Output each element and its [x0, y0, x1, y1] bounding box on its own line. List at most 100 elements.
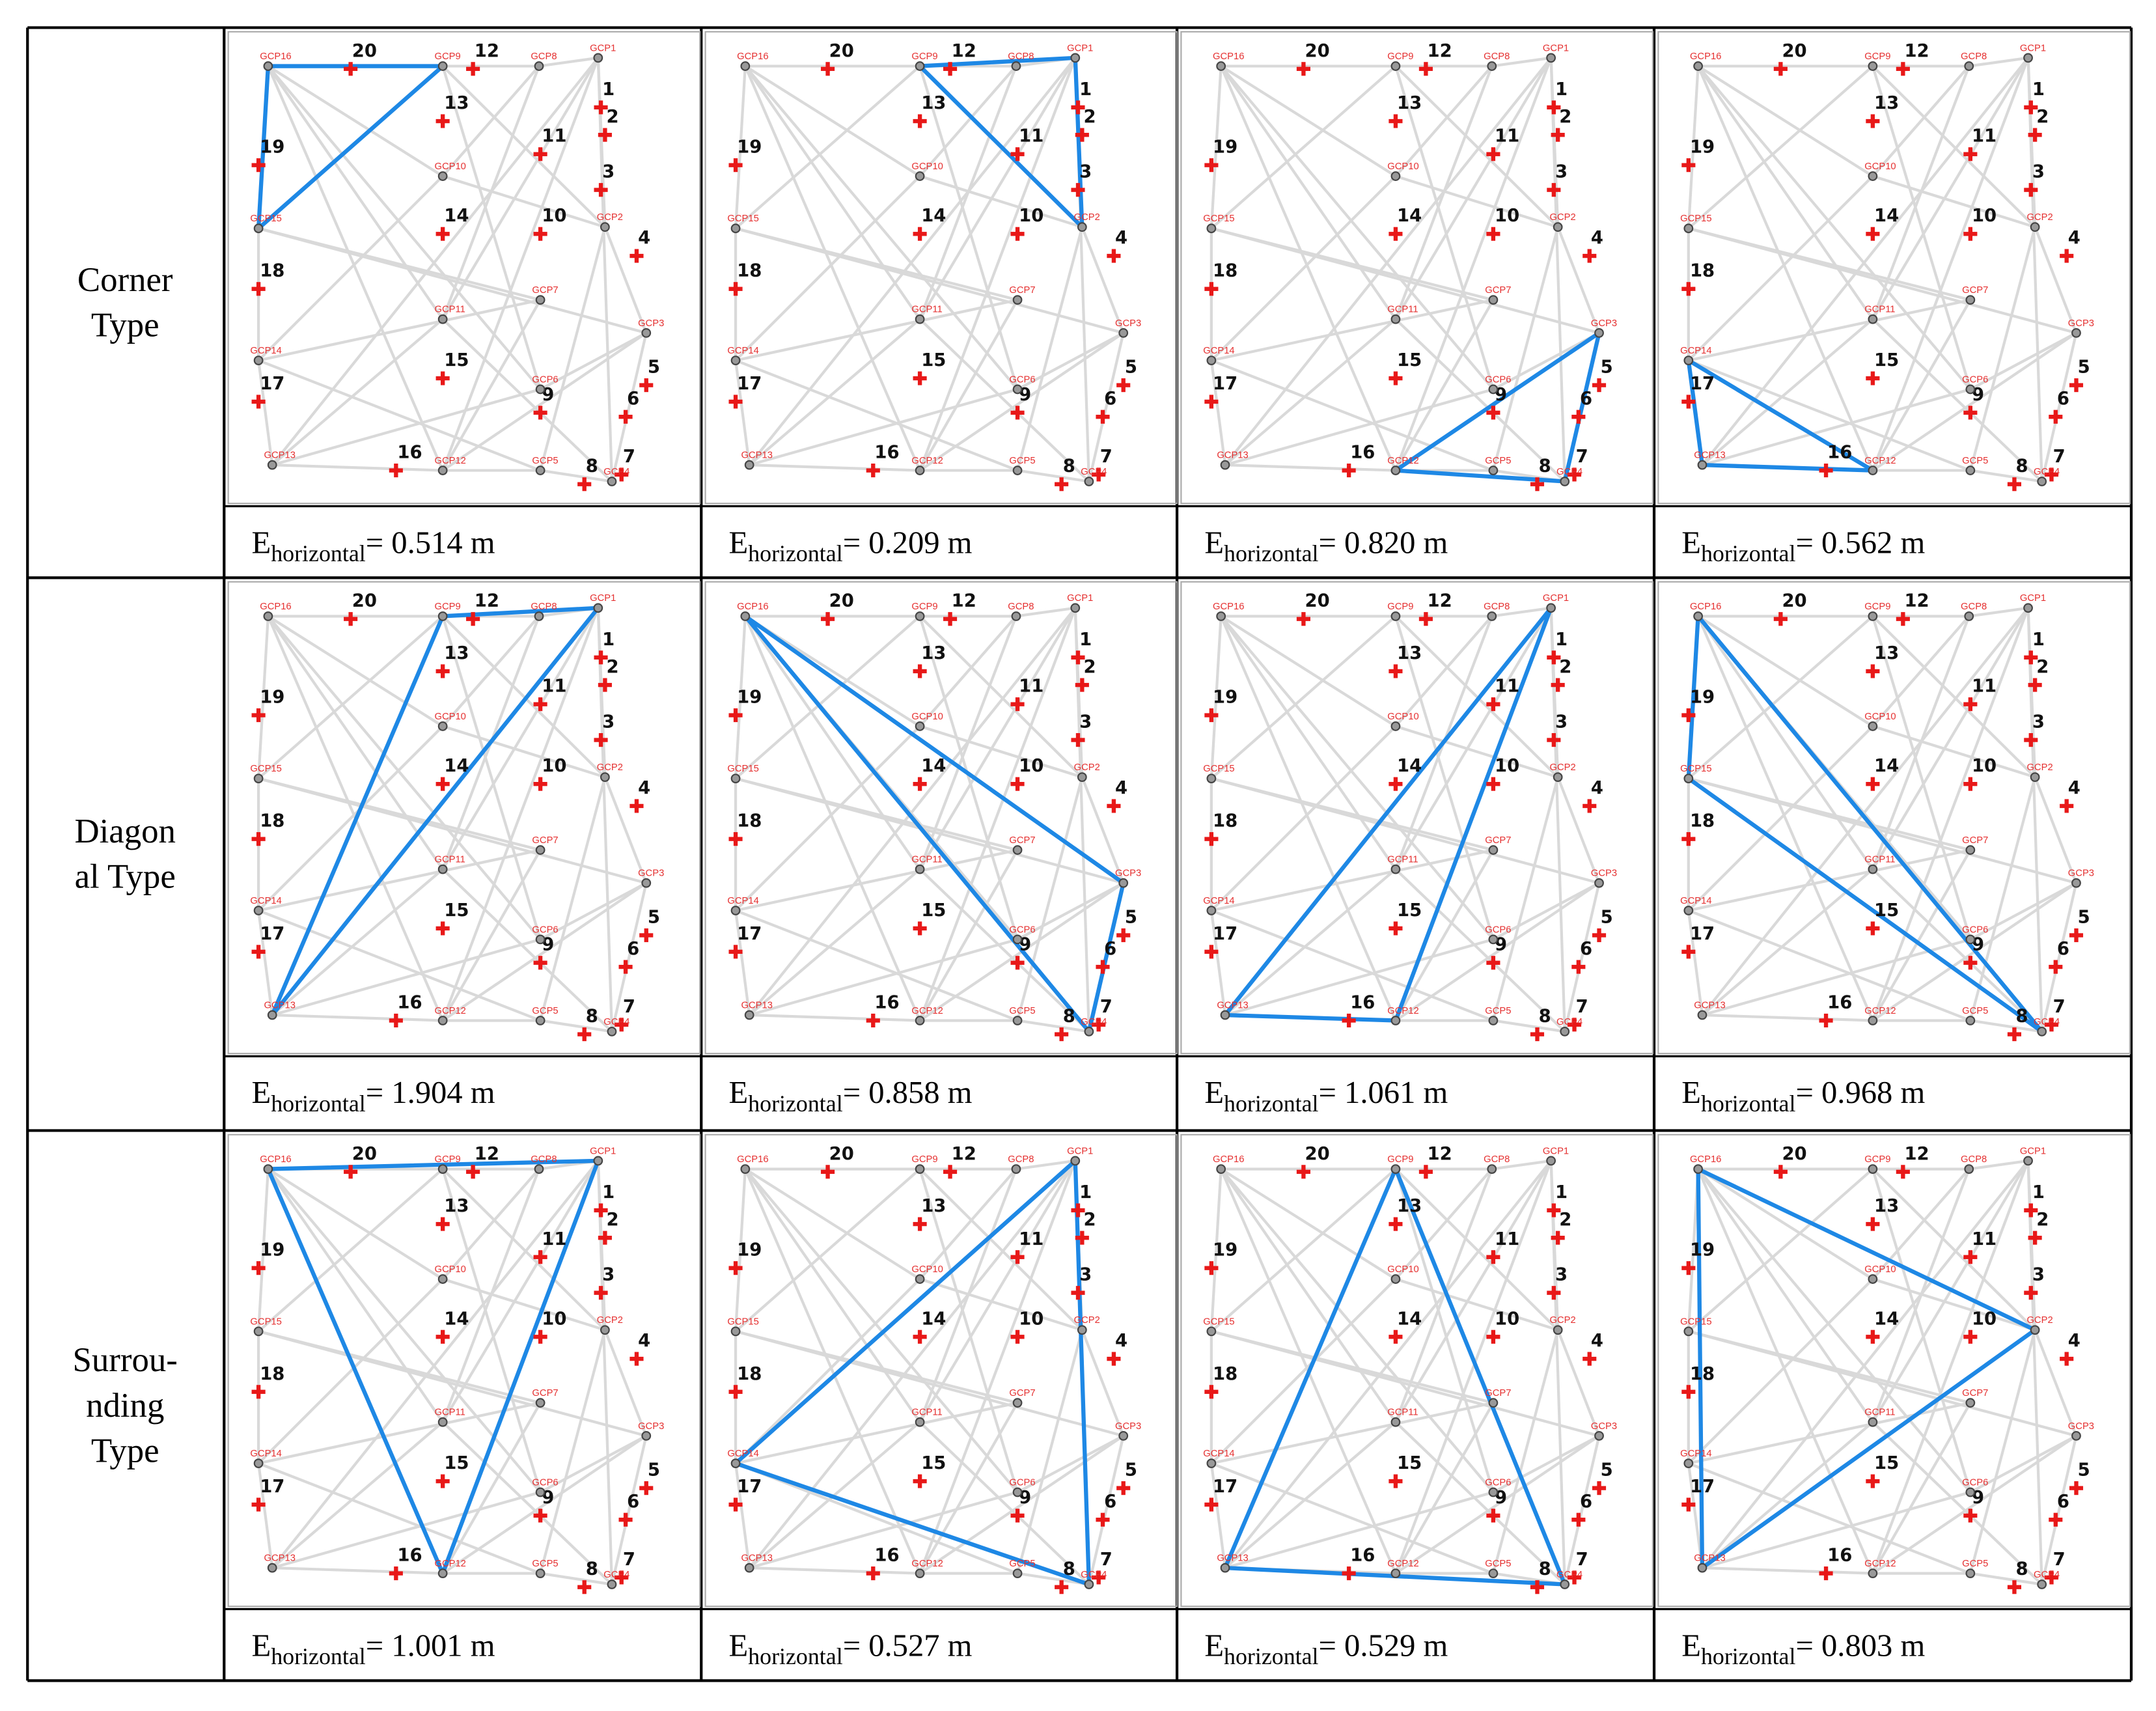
- gcp-node: [1012, 934, 1023, 945]
- checkpoint-cross: [598, 733, 603, 747]
- selected-triangle: [1686, 614, 2044, 1034]
- gcp-label: GCP2: [2026, 762, 2052, 773]
- checkpoint-cross: [1778, 612, 1783, 626]
- checkpoint-label: 1: [602, 79, 615, 100]
- checkpoint-cross: [538, 697, 543, 712]
- gcp-label: GCP7: [1962, 285, 1988, 296]
- gcp-node: [1697, 1010, 1707, 1020]
- error-symbol: E: [252, 1628, 271, 1663]
- gcp-node: [1683, 223, 1694, 234]
- gcp-node: [1012, 384, 1023, 395]
- network-edge: [1702, 938, 1971, 1017]
- checkpoint-cross: [394, 464, 398, 478]
- checkpoint-label: 7: [623, 997, 635, 1017]
- checkpoint-cross: [2064, 249, 2069, 263]
- gcp-label: GCP3: [638, 1421, 664, 1432]
- checkpoint-cross: [2064, 1352, 2069, 1366]
- checkpoint-label: 7: [2053, 447, 2066, 467]
- checkpoint-cross: [1393, 1329, 1398, 1344]
- gcp-node: [437, 61, 448, 71]
- gcp-node: [1868, 314, 1878, 324]
- network-edge: [919, 65, 1019, 390]
- network-edge: [748, 318, 921, 466]
- gcp-node: [437, 1417, 448, 1427]
- checkpoint-cross: [603, 128, 607, 142]
- checkpoint-cross: [256, 1261, 261, 1275]
- network-edge: [1224, 868, 1397, 1016]
- checkpoint-label: 16: [874, 1546, 899, 1566]
- checkpoint-cross: [917, 1474, 922, 1488]
- gcp-label: GCP12: [1387, 1006, 1418, 1016]
- checkpoint-label: 20: [829, 591, 854, 611]
- checkpoint-cross: [1870, 114, 1875, 128]
- gcp-node: [1553, 1325, 1563, 1335]
- gcp-node: [1965, 1568, 1976, 1578]
- network-edge: [734, 1278, 921, 1465]
- gcp-label: GCP13: [1217, 1000, 1248, 1010]
- checkpoint-cross: [1491, 227, 1496, 241]
- checkpoint-label: 6: [1104, 939, 1116, 959]
- checkpoint-label: 13: [1397, 643, 1422, 663]
- gcp-node: [740, 61, 751, 71]
- network-edge: [441, 607, 600, 870]
- checkpoint-label: 16: [874, 992, 899, 1012]
- network-edge: [1969, 1434, 2077, 1494]
- network-edge: [734, 615, 921, 780]
- checkpoint-label: 3: [602, 1265, 615, 1285]
- checkpoint-label: 18: [260, 811, 284, 831]
- checkpoint-cross: [733, 395, 738, 409]
- network-edge: [1871, 1168, 1972, 1493]
- gcp-label: GCP8: [1008, 1154, 1034, 1165]
- checkpoint-label: 17: [260, 374, 284, 394]
- network-edge: [603, 1329, 648, 1437]
- panel-frame: [1657, 1134, 2131, 1607]
- checkpoint-cross: [440, 664, 445, 678]
- checkpoint-cross: [440, 227, 445, 241]
- gcp-label: GCP9: [911, 1154, 937, 1165]
- error-symbol: E: [1204, 525, 1224, 560]
- network-edge: [1211, 1462, 1494, 1575]
- checkpoint-cross: [1968, 777, 1973, 791]
- network-edge: [1872, 725, 2036, 779]
- checkpoint-cross: [623, 410, 628, 424]
- checkpoint-cross: [2074, 1481, 2079, 1495]
- checkpoint-cross: [538, 227, 543, 241]
- gcp-label: GCP11: [1864, 1408, 1895, 1418]
- checkpoint-cross: [644, 378, 648, 393]
- network-edge: [2026, 1160, 2043, 1585]
- checkpoint-label: 1: [1079, 1182, 1092, 1203]
- gcp-node: [1683, 1458, 1694, 1469]
- network-edge: [603, 226, 648, 334]
- checkpoint-label: 11: [1019, 126, 1043, 146]
- checkpoint-cross: [2074, 378, 2079, 393]
- gcp-node: [1070, 1156, 1081, 1166]
- network-edge: [1872, 318, 2043, 482]
- network-edge: [919, 868, 1090, 1033]
- network-edge: [1394, 1160, 1553, 1423]
- network-edge: [1224, 1490, 1494, 1570]
- gcp-node: [1693, 611, 1704, 621]
- network-edge: [744, 1168, 921, 1423]
- network-edge: [734, 725, 921, 911]
- gcp-label: GCP5: [1962, 1559, 1988, 1569]
- network-edge: [1872, 1168, 2036, 1331]
- error-subscript: horizontal: [1701, 540, 1796, 566]
- checkpoint-label: 14: [444, 1309, 469, 1329]
- gcp-node: [1012, 1568, 1023, 1578]
- gcp-label: GCP7: [1485, 285, 1511, 296]
- checkpoint-cross: [1080, 678, 1085, 692]
- network-edge: [919, 1434, 1124, 1575]
- checkpoint-cross: [733, 158, 738, 173]
- checkpoint-label: 1: [602, 630, 615, 650]
- network-edge: [1394, 1434, 1600, 1575]
- gcp-label: GCP8: [1484, 51, 1510, 62]
- error-text: Ehorizontal= 1.061 m: [1204, 1075, 1448, 1117]
- checkpoint-cross: [440, 1329, 445, 1344]
- network-edge: [1492, 1434, 1600, 1494]
- gcp-node: [1118, 878, 1129, 888]
- gcp-node: [1683, 773, 1694, 784]
- network-edge: [1224, 57, 1553, 466]
- gcp-label: GCP4: [1081, 467, 1107, 477]
- checkpoint-label: 14: [921, 756, 946, 776]
